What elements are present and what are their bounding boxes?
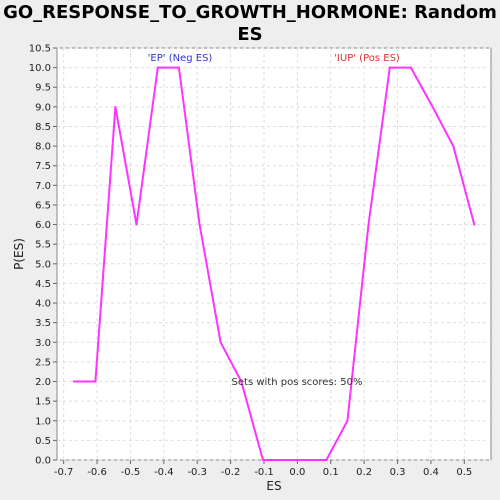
series-point (156, 66, 159, 69)
series-point (325, 459, 328, 461)
x-tick-label: 0.1 (323, 467, 339, 478)
y-tick-label: 2.0 (35, 377, 51, 388)
x-axis-label: ES (266, 479, 281, 493)
x-tick-label: -0.1 (254, 467, 274, 478)
x-axis: -0.7 -0.6 -0.5 -0.4 -0.3 -0.2 -0.1 0.0 0.1 0.2 0.3… (54, 460, 472, 478)
y-tick-label: 7.0 (35, 181, 51, 192)
annotation-pos: 'IUP' (Pos ES) (334, 53, 400, 64)
annotation-neg: 'EP' (Neg ES) (148, 53, 213, 64)
series-point (135, 223, 138, 226)
y-tick-label: 4.0 (35, 299, 51, 310)
y-tick-label: 10.0 (29, 63, 51, 74)
y-axis: 0.0 0.5 1.0 1.5 2.0 2.5 3.0 3.5 4.0 4.5 5.0 5.5 6.0 6… (29, 44, 57, 467)
series-point (388, 66, 391, 69)
series-point (219, 341, 222, 344)
series-point (261, 459, 264, 461)
y-tick-label: 9.0 (35, 102, 51, 113)
series-point (452, 145, 455, 148)
grid-lines (57, 47, 491, 461)
y-tick-label: 1.0 (35, 416, 51, 427)
y-tick-label: 3.5 (35, 318, 51, 329)
x-tick-label: 0.2 (356, 467, 372, 478)
series-point (431, 105, 434, 108)
x-tick-label: -0.2 (221, 467, 241, 478)
y-tick-label: 8.5 (35, 122, 51, 133)
x-tick-label: 0.3 (390, 467, 406, 478)
x-tick-label: 0.0 (289, 467, 305, 478)
series-point (177, 66, 180, 69)
series-point (304, 459, 307, 461)
series-point (240, 380, 243, 383)
series-point (72, 380, 75, 383)
series-line (73, 66, 476, 461)
y-tick-label: 0.0 (35, 456, 51, 467)
series-point (367, 223, 370, 226)
series-point (94, 380, 97, 383)
x-tick-label: -0.4 (154, 467, 174, 478)
y-tick-label: 5.5 (35, 240, 51, 251)
y-tick-label: 1.5 (35, 397, 51, 408)
x-tick-label: -0.6 (87, 467, 107, 478)
y-tick-label: 10.5 (29, 44, 51, 55)
series-point (198, 223, 201, 226)
y-axis-label: P(ES) (12, 238, 26, 270)
x-tick-label: 0.4 (423, 467, 439, 478)
y-tick-label: 6.0 (35, 220, 51, 231)
y-tick-label: 8.0 (35, 142, 51, 153)
chart-title-line1: GO_RESPONSE_TO_GROWTH_HORMONE: Random ES (3, 2, 497, 45)
x-tick-label: -0.7 (54, 467, 74, 478)
series-point (114, 105, 117, 108)
plot-area (56, 47, 492, 461)
y-tick-label: 6.5 (35, 200, 51, 211)
x-tick-label: -0.3 (187, 467, 207, 478)
series-point (283, 459, 286, 461)
y-tick-label: 0.5 (35, 436, 51, 447)
y-tick-label: 5.0 (35, 259, 51, 270)
series-point (346, 419, 349, 422)
x-tick-label: -0.5 (121, 467, 141, 478)
series-point (409, 66, 412, 69)
y-tick-label: 2.5 (35, 357, 51, 368)
y-tick-label: 7.5 (35, 161, 51, 172)
annotation-note: Sets with pos scores: 50% (232, 377, 363, 388)
y-tick-label: 4.5 (35, 279, 51, 290)
x-tick-label: 0.5 (456, 467, 472, 478)
y-tick-label: 9.5 (35, 83, 51, 94)
series-point (473, 223, 476, 226)
y-tick-label: 3.0 (35, 338, 51, 349)
